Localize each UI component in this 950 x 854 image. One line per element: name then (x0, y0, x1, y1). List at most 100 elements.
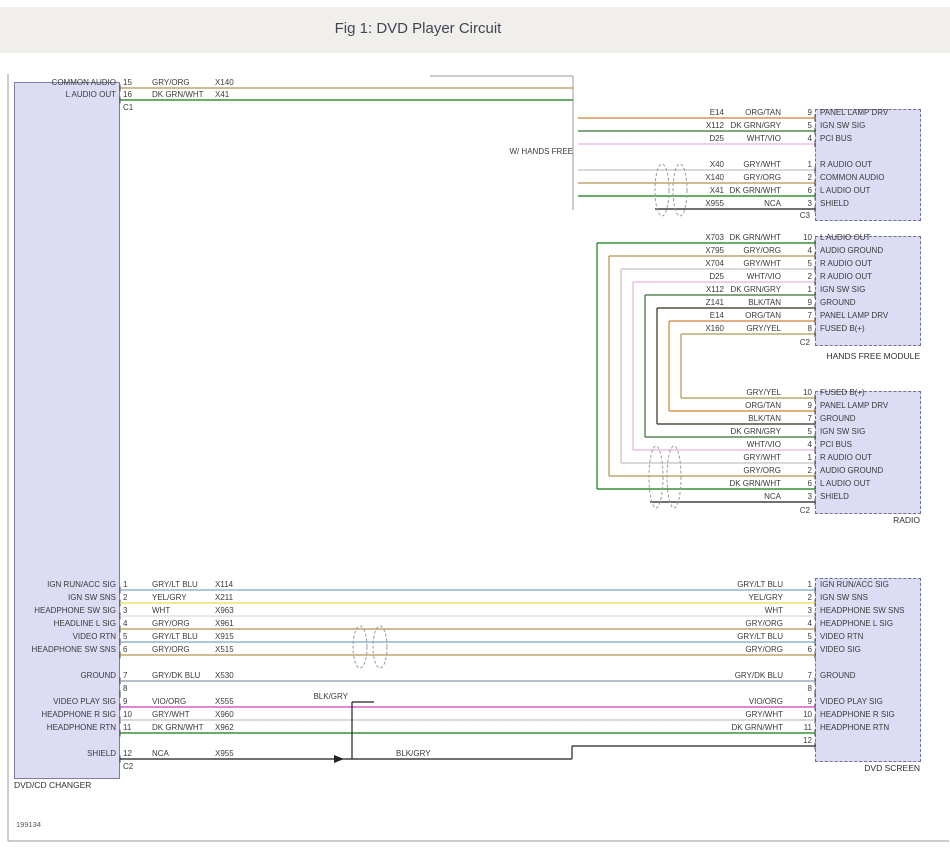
pin-number: 8 (123, 684, 128, 693)
wire-code: GRY/WHT (743, 160, 781, 169)
wire-code: YEL/GRY (748, 593, 783, 602)
pin-name: R AUDIO OUT (820, 259, 873, 268)
reference-number: 199134 (16, 820, 42, 829)
circuit-id: X41 (215, 90, 230, 99)
pin-number: 3 (807, 492, 812, 501)
radio-block (815, 391, 921, 514)
hands-free-module-label: HANDS FREE MODULE (826, 351, 920, 361)
title-bar: Fig 1: DVD Player Circuit (0, 7, 950, 53)
pin-name: VIDEO PLAY SIG (820, 697, 883, 706)
pin-number: 3 (123, 606, 128, 615)
circuit-id: Z141 (705, 298, 724, 307)
circuit-id: X160 (705, 324, 724, 333)
wire-code: VIO/ORG (152, 697, 187, 706)
pin-number: 7 (807, 671, 812, 680)
pin-number: 16 (123, 90, 132, 99)
connector-label-c3: C3 (799, 211, 810, 220)
pin-number: 9 (807, 108, 812, 117)
wire-code: WHT (764, 606, 783, 615)
pin-number: 9 (807, 697, 812, 706)
wire-code: GRY/ORG (152, 645, 190, 654)
pin-name: AUDIO GROUND (820, 246, 884, 255)
wire-code: WHT (152, 606, 171, 615)
pin-name: HEADPHONE SW SNS (31, 645, 116, 654)
pin-number: 5 (807, 121, 812, 130)
radio-label: RADIO (893, 515, 920, 525)
wire-code: GRY/LT BLU (152, 632, 198, 641)
connector-label-c2-changer: C2 (123, 762, 134, 771)
circuit-id: X515 (215, 645, 234, 654)
pin-number: 6 (807, 479, 812, 488)
pin-name: FUSED B(+) (820, 324, 865, 333)
pin-number: 10 (803, 233, 812, 242)
splice-wire-code: BLK/GRY (396, 749, 431, 758)
wire-code: DK GRN/WHT (729, 233, 781, 242)
pin-name: IGN SW SIG (820, 427, 866, 436)
wire-code: GRY/WHT (743, 453, 781, 462)
pin-name: PANEL LAMP DRV (820, 401, 889, 410)
circuit-id: X915 (215, 632, 234, 641)
circuit-id: X211 (215, 593, 234, 602)
connector-label-c2-hands-free: C2 (799, 338, 810, 347)
pin-name: IGN RUN/ACC SIG (820, 580, 889, 589)
pin-name: VIDEO PLAY SIG (53, 697, 116, 706)
pin-number: 9 (123, 697, 128, 706)
pin-name: HEADPHONE RTN (46, 723, 116, 732)
wire-code: NCA (152, 749, 169, 758)
wire-code: GRY/ORG (743, 173, 781, 182)
pin-name: GROUND (820, 671, 856, 680)
circuit-id: X112 (705, 285, 724, 294)
pin-number: 10 (123, 710, 132, 719)
connector-label-c2-radio: C2 (799, 506, 810, 515)
pin-number: 2 (807, 466, 812, 475)
pin-name: HEADPHONE SW SIG (34, 606, 116, 615)
circuit-id: X962 (215, 723, 234, 732)
pin-name: HEADPHONE L SIG (820, 619, 894, 628)
pin-name: R AUDIO OUT (820, 160, 873, 169)
pin-number: 2 (123, 593, 128, 602)
pin-name: PANEL LAMP DRV (820, 108, 889, 117)
pin-name: PANEL LAMP DRV (820, 311, 889, 320)
pin-number: 10 (803, 388, 812, 397)
pin-name: HEADPHONE SW SNS (820, 606, 905, 615)
pin-number: 3 (807, 199, 812, 208)
pin-name: IGN SW SNS (67, 593, 116, 602)
pin-number: 7 (807, 311, 812, 320)
circuit-id: X795 (705, 246, 724, 255)
wire-code: WHT/VIO (746, 272, 781, 281)
wire-code: GRY/ORG (743, 466, 781, 475)
pin-name: GROUND (80, 671, 116, 680)
pin-number: 8 (807, 684, 812, 693)
pin-name: IGN SW SIG (820, 121, 866, 130)
wire-code: DK GRN/WHT (152, 90, 204, 99)
pin-number: 2 (807, 173, 812, 182)
wire-code: ORG/TAN (745, 401, 781, 410)
circuit-id: X703 (705, 233, 724, 242)
pin-name: SHIELD (820, 199, 849, 208)
pin-number: 5 (123, 632, 128, 641)
pin-number: 4 (807, 619, 812, 628)
pin-name: VIDEO SIG (820, 645, 861, 654)
pin-number: 12 (123, 749, 132, 758)
wire-code: DK GRN/WHT (729, 186, 781, 195)
wire-code: BLK/TAN (748, 298, 781, 307)
pin-name: HEADLINE L SIG (53, 619, 116, 628)
pin-name: GROUND (820, 414, 856, 423)
pin-name: HEADPHONE R SIG (41, 710, 116, 719)
pin-name: IGN SW SNS (820, 593, 869, 602)
circuit-id: X555 (215, 697, 234, 706)
wire-code: DK GRN/WHT (152, 723, 204, 732)
wire-code: ORG/TAN (745, 108, 781, 117)
wire-code: GRY/ORG (745, 619, 783, 628)
figure-title: Fig 1: DVD Player Circuit (334, 20, 502, 37)
pin-name: R AUDIO OUT (820, 272, 873, 281)
circuit-id: X41 (709, 186, 724, 195)
circuit-id: X955 (705, 199, 724, 208)
wire-code: DK GRN/GRY (730, 121, 781, 130)
pin-number: 10 (803, 710, 812, 719)
wire-code: GRY/ORG (152, 619, 190, 628)
hands-free-connector-block (815, 109, 921, 221)
pin-name: SHIELD (87, 749, 116, 758)
dvd-screen-label: DVD SCREEN (864, 763, 920, 773)
circuit-id: X140 (215, 78, 234, 87)
